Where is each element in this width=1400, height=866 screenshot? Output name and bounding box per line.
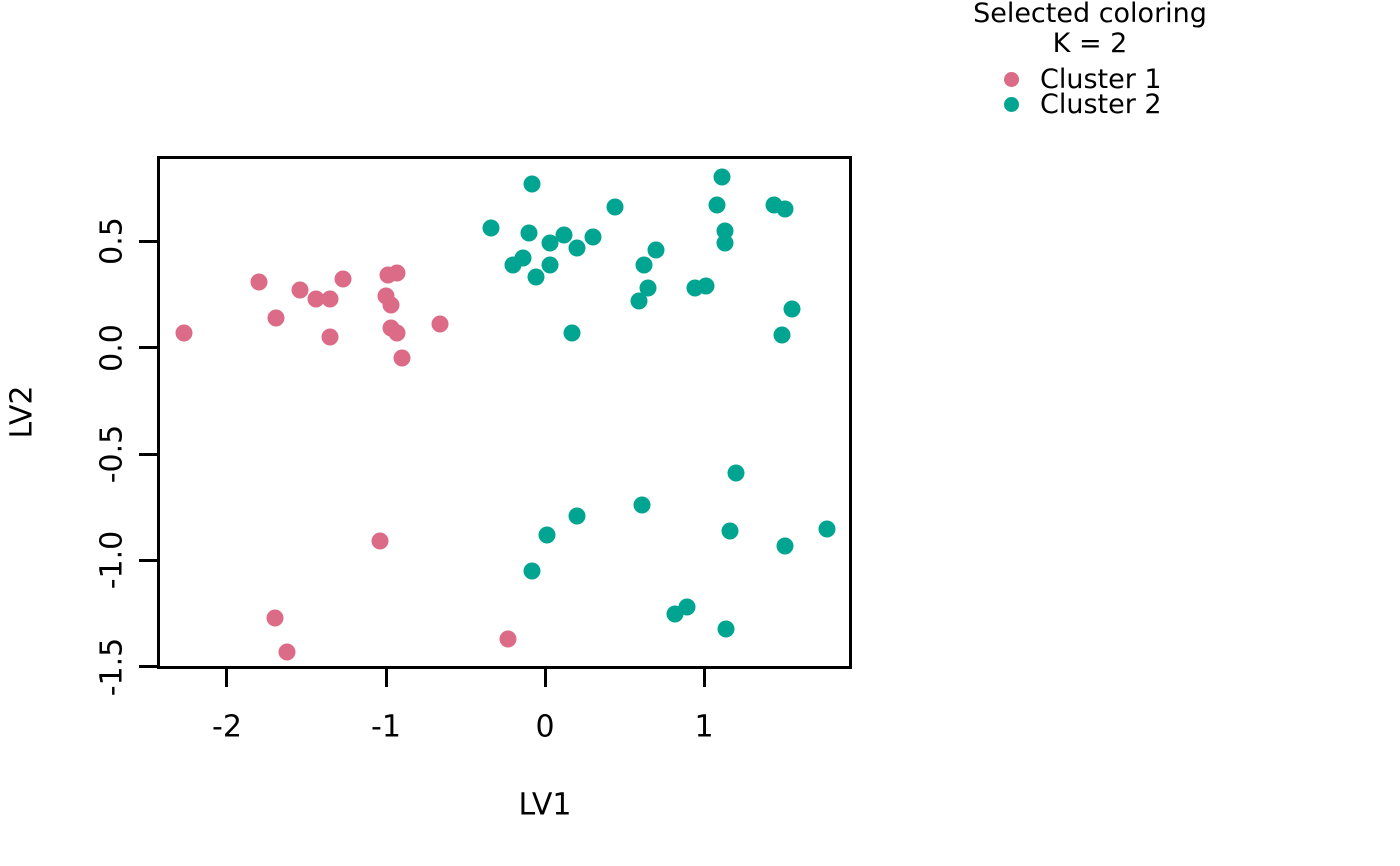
data-point bbox=[291, 281, 309, 299]
data-point bbox=[523, 562, 541, 580]
y-axis-tick-label: -1.0 bbox=[94, 531, 130, 590]
data-point bbox=[818, 520, 836, 537]
legend-swatch-icon bbox=[1004, 97, 1019, 112]
x-axis-tick bbox=[543, 669, 547, 687]
data-point bbox=[388, 264, 406, 282]
data-point bbox=[783, 300, 801, 318]
legend-item-label: Cluster 1 bbox=[1040, 64, 1162, 95]
data-point bbox=[175, 324, 193, 342]
data-point bbox=[382, 296, 400, 314]
data-point bbox=[307, 290, 325, 308]
x-axis-label: LV1 bbox=[518, 787, 572, 823]
data-point bbox=[713, 168, 731, 186]
legend-entries: Cluster 1 Cluster 2 bbox=[950, 64, 1230, 120]
data-point bbox=[568, 507, 586, 525]
data-point bbox=[499, 630, 517, 648]
data-point bbox=[321, 328, 339, 346]
data-point bbox=[482, 219, 500, 237]
y-axis-tick bbox=[139, 665, 157, 669]
y-axis-tick-label: 0.0 bbox=[94, 323, 130, 372]
data-point bbox=[776, 200, 794, 218]
data-point bbox=[520, 224, 538, 242]
data-point bbox=[697, 277, 715, 295]
data-point bbox=[250, 273, 268, 291]
data-point bbox=[647, 241, 665, 259]
data-point bbox=[538, 526, 556, 544]
data-point bbox=[431, 315, 449, 333]
data-point bbox=[635, 256, 653, 274]
data-point bbox=[555, 226, 573, 244]
y-axis-tick-label: -0.5 bbox=[94, 424, 130, 484]
legend-title: Selected coloring bbox=[973, 0, 1207, 29]
legend-item-label: Cluster 2 bbox=[1040, 89, 1162, 120]
data-point bbox=[541, 234, 559, 252]
data-point bbox=[727, 464, 745, 482]
x-axis-tick bbox=[702, 669, 706, 687]
data-point bbox=[716, 234, 734, 252]
data-point bbox=[584, 228, 602, 246]
data-point bbox=[541, 256, 559, 274]
data-point bbox=[776, 537, 794, 555]
data-point bbox=[388, 324, 406, 342]
data-point bbox=[568, 239, 586, 257]
y-axis-tick bbox=[139, 558, 157, 562]
data-point bbox=[606, 198, 624, 216]
data-point bbox=[716, 222, 734, 239]
data-point bbox=[393, 349, 411, 367]
data-point bbox=[278, 643, 296, 661]
y-axis-tick-label: 0.5 bbox=[94, 217, 130, 265]
y-axis-tick bbox=[139, 239, 157, 243]
y-axis-tick bbox=[139, 452, 157, 456]
data-point bbox=[334, 270, 352, 288]
legend-item: Cluster 2 bbox=[950, 89, 1230, 120]
x-axis-tick bbox=[225, 669, 229, 687]
x-axis-tick bbox=[384, 669, 388, 687]
data-point bbox=[563, 324, 581, 342]
y-axis-tick bbox=[139, 346, 157, 350]
plot-area bbox=[157, 156, 852, 669]
data-point bbox=[633, 496, 651, 514]
data-point bbox=[717, 620, 735, 638]
data-point bbox=[773, 326, 791, 344]
y-axis-tick-label: -1.5 bbox=[94, 637, 130, 697]
data-point bbox=[639, 279, 657, 297]
legend-item: Cluster 1 bbox=[950, 64, 1230, 95]
x-axis-tick-label: -1 bbox=[371, 709, 401, 745]
data-point bbox=[371, 532, 389, 550]
data-point bbox=[267, 309, 285, 327]
data-point bbox=[321, 290, 339, 308]
data-point bbox=[678, 598, 696, 616]
data-point bbox=[527, 268, 544, 286]
x-axis-tick-label: 0 bbox=[535, 709, 555, 745]
data-point bbox=[708, 196, 726, 214]
data-point bbox=[630, 292, 648, 310]
data-point bbox=[266, 609, 284, 627]
legend-subtitle: K = 2 bbox=[1052, 28, 1128, 59]
x-axis-tick-label: 1 bbox=[694, 709, 714, 745]
y-axis-label: LV2 bbox=[4, 385, 40, 439]
data-point bbox=[514, 249, 532, 267]
legend-swatch-icon bbox=[1004, 72, 1019, 87]
x-axis-tick-label: -2 bbox=[212, 709, 242, 745]
data-point bbox=[721, 522, 739, 540]
data-point bbox=[523, 175, 541, 193]
